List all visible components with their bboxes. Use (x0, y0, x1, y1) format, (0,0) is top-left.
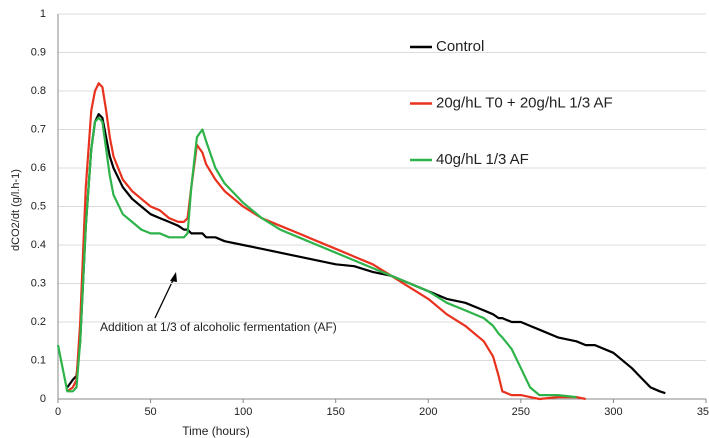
arrow-head (170, 272, 177, 282)
y-tick-label: 0 (40, 393, 46, 405)
legend-label: 40g/hL 1/3 AF (436, 151, 529, 168)
y-tick-label: 0.9 (31, 46, 46, 58)
y-tick-label: 0.3 (31, 277, 46, 289)
x-axis-title: Time (hours) (182, 424, 250, 438)
y-tick-label: 0.4 (31, 239, 46, 251)
y-axis-title: dCO2/dt (g/l.h-1) (10, 169, 22, 251)
series-line (56, 116, 577, 399)
x-tick-label: 300 (604, 406, 622, 418)
y-tick-label: 1 (40, 8, 46, 20)
x-tick-label: 0 (55, 406, 61, 418)
x-tick-label: 50 (144, 406, 156, 418)
annotation: Addition at 1/3 of alcoholic fermentatio… (100, 320, 337, 334)
y-tick-label: 0.6 (31, 162, 46, 174)
y-tick-label: 0.2 (31, 316, 46, 328)
annotation-arrow (154, 277, 175, 319)
y-tick-label: 0.1 (31, 354, 46, 366)
legend-label: 20g/hL T0 + 20g/hL 1/3 AF (436, 94, 613, 111)
y-tick-label: 0.7 (31, 123, 46, 135)
x-tick-label: 100 (234, 406, 252, 418)
y-tick-label: 0.8 (31, 85, 46, 97)
x-tick-label: 350 (697, 406, 709, 418)
x-tick-label: 200 (419, 406, 437, 418)
series-line (66, 82, 586, 401)
x-tick-label: 150 (327, 406, 345, 418)
x-tick-label: 250 (512, 406, 530, 418)
series-line (66, 113, 666, 395)
legend-label: Control (436, 38, 484, 55)
y-tick-label: 0.5 (31, 200, 46, 212)
